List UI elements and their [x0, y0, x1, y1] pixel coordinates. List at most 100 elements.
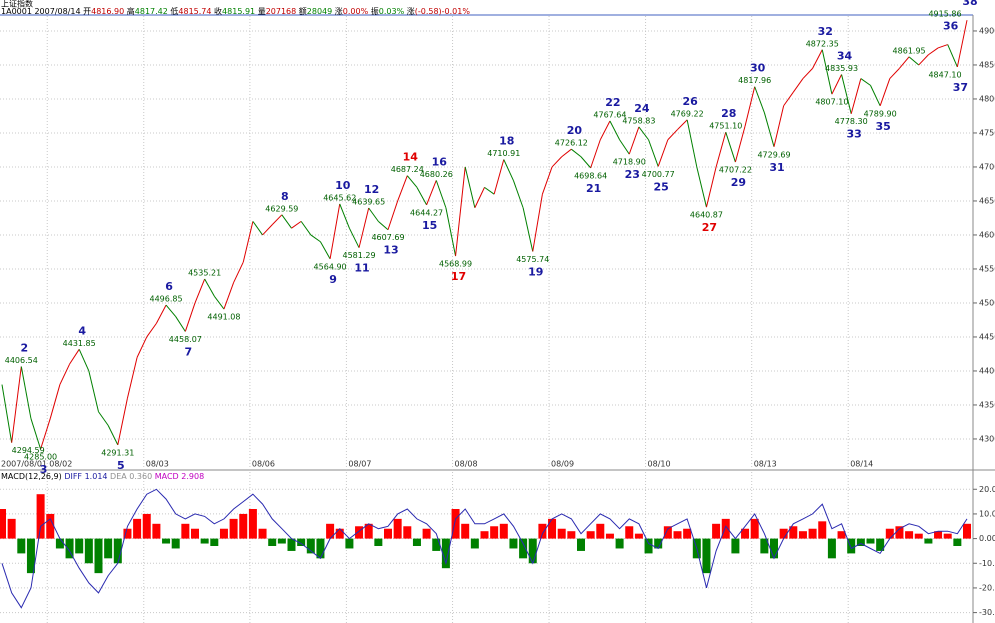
- macd-bar: [17, 538, 26, 554]
- price-segment: [358, 207, 370, 248]
- price-label: 4710.91: [487, 149, 520, 158]
- wave-label: 5: [117, 459, 125, 472]
- wave-label: 13: [383, 244, 398, 257]
- reading-name: DIFF: [64, 472, 82, 481]
- price-segment: [184, 302, 196, 332]
- macd-bar: [528, 538, 537, 564]
- wave-label: 34: [837, 50, 853, 63]
- macd-bar: [634, 533, 643, 539]
- price-segment: [532, 194, 543, 252]
- reading-name: MACD: [155, 472, 179, 481]
- price-segment: [387, 200, 399, 230]
- wave-label: 22: [605, 96, 620, 109]
- price-segment: [474, 187, 485, 208]
- macd-bar: [152, 523, 161, 539]
- macd-bar: [953, 538, 962, 546]
- wave-label: 18: [499, 135, 514, 148]
- price-segment: [831, 74, 842, 95]
- quote-label: 量: [258, 7, 266, 16]
- price-segment: [734, 126, 746, 163]
- y-tick-label: 10.00: [979, 509, 995, 518]
- price-segment: [860, 78, 871, 86]
- price-label: 4680.26: [420, 170, 453, 179]
- price-segment: [40, 418, 51, 450]
- wave-label: 27: [702, 221, 717, 234]
- price-segment: [638, 126, 649, 141]
- macd-bar: [615, 538, 624, 549]
- price-segment: [493, 159, 505, 195]
- price-segment: [348, 227, 360, 248]
- macd-bar: [548, 518, 557, 539]
- x-tick-label: 08/06: [252, 460, 275, 469]
- price-segment: [937, 44, 948, 49]
- macd-bar: [914, 533, 923, 539]
- price-segment: [445, 207, 457, 257]
- price-label: 4645.62: [323, 193, 356, 202]
- wave-label: 36: [943, 20, 959, 33]
- quote-value: 4815.74: [178, 7, 211, 16]
- price-segment: [20, 366, 32, 419]
- price-segment: [397, 175, 408, 202]
- price-segment: [107, 425, 119, 446]
- price-segment: [725, 132, 736, 163]
- y-tick-label: 4600: [979, 230, 995, 239]
- macd-bar: [364, 523, 373, 539]
- y-tick-label: 4350: [979, 400, 995, 409]
- macd-bar: [567, 531, 576, 539]
- quote-value: 4815.91: [222, 7, 255, 16]
- price-segment: [512, 180, 524, 208]
- macd-bar: [412, 538, 421, 546]
- quote-value: 0.00%: [343, 7, 369, 16]
- wave-label: 23: [625, 168, 640, 181]
- price-label: 4915.86: [928, 10, 961, 19]
- macd-bar: [403, 526, 412, 539]
- quote-label: 涨: [335, 6, 343, 16]
- price-segment: [541, 166, 553, 195]
- price-segment: [783, 91, 794, 107]
- price-segment: [561, 148, 572, 158]
- macd-bar: [133, 518, 142, 539]
- macd-bar: [760, 538, 769, 554]
- price-label: 4817.96: [738, 76, 771, 85]
- price-segment: [49, 384, 61, 419]
- macd-bar: [731, 538, 740, 554]
- macd-bar: [519, 538, 528, 559]
- wave-label: 24: [634, 102, 650, 115]
- macd-bar: [441, 538, 450, 569]
- price-segment: [503, 159, 514, 181]
- price-segment: [850, 78, 862, 114]
- price-segment: [648, 139, 659, 167]
- wave-label: 33: [847, 128, 862, 141]
- macd-bar: [509, 538, 518, 549]
- y-tick-label: 4800: [979, 94, 995, 103]
- price-segment: [329, 203, 341, 259]
- x-tick-label: 2007/08/01: [1, 460, 47, 469]
- price-segment: [136, 336, 148, 358]
- y-tick-label: -10.00: [979, 559, 995, 568]
- macd-bar: [625, 526, 634, 539]
- price-label: 4758.83: [622, 116, 655, 125]
- macd-bar: [26, 538, 35, 574]
- quote-value: 28049: [307, 7, 332, 16]
- macd-bar: [596, 523, 605, 539]
- price-segment: [204, 278, 215, 297]
- macd-bar: [65, 538, 74, 559]
- macd-bar: [162, 538, 171, 544]
- macd-bar: [200, 538, 209, 544]
- macd-bar: [239, 513, 248, 539]
- x-tick-label: 08/13: [754, 460, 777, 469]
- price-segment: [175, 316, 186, 332]
- macd-bar: [750, 518, 759, 539]
- x-tick-label: 08/03: [146, 460, 169, 469]
- price-segment: [117, 398, 128, 445]
- x-tick-label: 08/09: [551, 460, 574, 469]
- macd-bar: [306, 538, 315, 554]
- reading-name: DEA: [110, 472, 127, 481]
- price-label: 4700.77: [642, 170, 675, 179]
- wave-label: 12: [364, 183, 379, 196]
- y-tick-label: 4650: [979, 196, 995, 205]
- price-segment: [744, 86, 756, 127]
- y-tick-label: 4750: [979, 128, 995, 137]
- price-segment: [686, 119, 698, 168]
- y-tick-label: 4400: [979, 366, 995, 375]
